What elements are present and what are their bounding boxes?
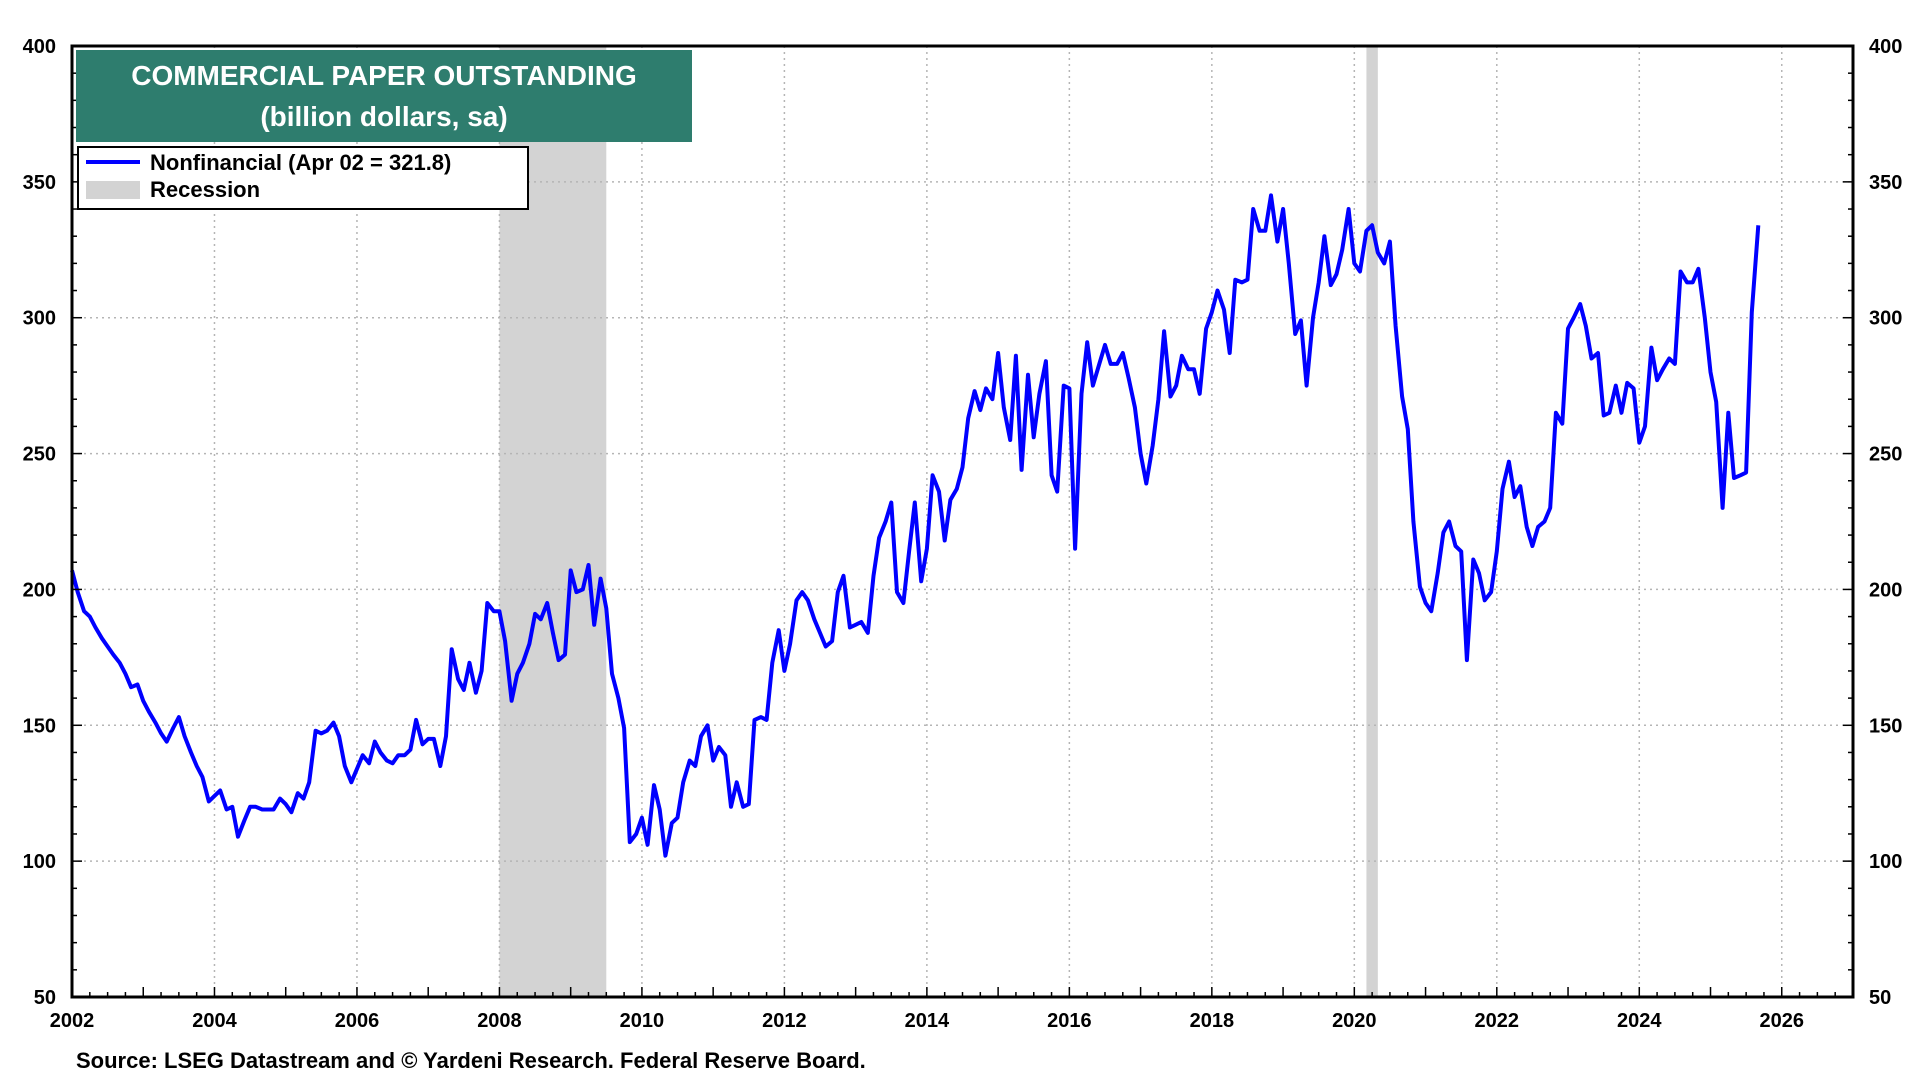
x-tick-label-8: 2018 — [1190, 1010, 1235, 1032]
y-tick-label-left-0: 50 — [34, 987, 56, 1009]
x-tick-label-6: 2014 — [905, 1010, 950, 1032]
legend-series-label: Nonfinancial (Apr 02 = 321.8) — [150, 150, 451, 175]
y-tick-label-left-7: 400 — [23, 36, 56, 58]
chart-subtitle: (billion dollars, sa) — [260, 101, 507, 132]
legend-box — [77, 146, 529, 210]
y-tick-label-left-2: 150 — [23, 715, 56, 737]
y-tick-label-right-1: 100 — [1869, 851, 1902, 873]
recession-band-1 — [1366, 46, 1378, 997]
y-tick-label-right-0: 50 — [1869, 987, 1891, 1009]
x-tick-label-1: 2004 — [192, 1010, 237, 1032]
y-tick-label-right-4: 250 — [1869, 444, 1902, 466]
source-note: Source: LSEG Datastream and © Yardeni Re… — [76, 1048, 866, 1073]
axes — [70, 44, 1855, 999]
y-tick-label-left-1: 100 — [23, 851, 56, 873]
legend-recession-swatch — [86, 181, 140, 199]
grid-lines — [72, 46, 1853, 997]
y-axis-left-ticks: 50 100 150 200 250 300 350 400 — [23, 36, 56, 1009]
y-axis-right-ticks: 50 100 150 200 250 300 350 400 — [1869, 36, 1902, 1009]
y-tick-label-right-3: 200 — [1869, 579, 1902, 601]
x-tick-label-4: 2010 — [620, 1010, 665, 1032]
x-axis-ticks: 2002 2004 2006 2008 2010 2012 2014 2016 2018 2020… — [50, 1010, 1804, 1032]
x-tick-label-2: 2006 — [335, 1010, 380, 1032]
y-tick-label-left-5: 300 — [23, 308, 56, 330]
y-tick-label-right-5: 300 — [1869, 308, 1902, 330]
title-box: COMMERCIAL PAPER OUTSTANDING (billion do… — [76, 50, 692, 142]
recession-shading — [499, 46, 1378, 997]
y-tick-label-right-2: 150 — [1869, 715, 1902, 737]
series-line-0 — [70, 193, 1761, 858]
legend-recession-label: Recession — [150, 177, 260, 202]
y-tick-label-left-4: 250 — [23, 444, 56, 466]
x-tick-label-3: 2008 — [477, 1010, 522, 1032]
y-tick-label-right-7: 400 — [1869, 36, 1902, 58]
y-tick-label-left-6: 350 — [23, 172, 56, 194]
x-tick-label-5: 2012 — [762, 1010, 807, 1032]
chart-title: COMMERCIAL PAPER OUTSTANDING — [131, 60, 637, 91]
y-tick-label-left-3: 200 — [23, 579, 56, 601]
title-background — [76, 50, 692, 142]
y-tick-label-right-6: 350 — [1869, 172, 1902, 194]
x-tick-label-10: 2022 — [1475, 1010, 1520, 1032]
x-tick-label-12: 2026 — [1760, 1010, 1805, 1032]
x-tick-label-0: 2002 — [50, 1010, 95, 1032]
x-tick-label-11: 2024 — [1617, 1010, 1662, 1032]
legend: Nonfinancial (Apr 02 = 321.8) Recession — [77, 146, 529, 210]
x-tick-label-9: 2020 — [1332, 1010, 1377, 1032]
x-tick-label-7: 2016 — [1047, 1010, 1092, 1032]
series-layer — [70, 193, 1761, 858]
